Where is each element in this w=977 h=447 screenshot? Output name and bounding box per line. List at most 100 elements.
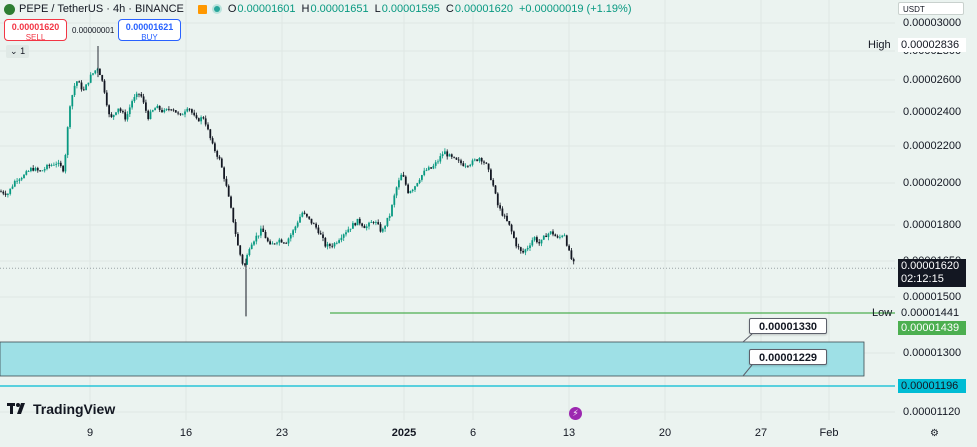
candle-body (163, 109, 166, 113)
candle-body (122, 111, 124, 113)
candle-body (345, 232, 347, 235)
tradingview-logo[interactable]: TradingView (7, 401, 115, 417)
candle-body (82, 89, 85, 91)
candle-body (361, 223, 363, 226)
candle-body (273, 243, 276, 245)
candle-body (193, 112, 196, 116)
candle-body (317, 227, 320, 234)
candle-body (101, 75, 104, 81)
zone-upper-callout[interactable]: 0.00001330 (749, 318, 827, 334)
candle-body (225, 178, 228, 186)
candle-body (50, 164, 53, 166)
candle-body (322, 234, 324, 238)
spread-value: 0.00000001 (72, 26, 115, 35)
candle-body (379, 224, 382, 232)
candle-body (280, 239, 283, 243)
candle-body (214, 143, 216, 151)
candle-body (506, 215, 508, 222)
candle-body (536, 237, 538, 243)
candle-body (503, 215, 506, 217)
zone-lower-callout[interactable]: 0.00001229 (749, 349, 827, 365)
candle-body (276, 242, 278, 244)
candle-body (9, 188, 12, 194)
candle-body (186, 108, 189, 112)
candle-body (154, 108, 156, 111)
time-axis-label: 6 (469, 427, 477, 439)
candle-body (421, 175, 423, 180)
candle-body (439, 156, 442, 162)
candle-body (552, 231, 554, 235)
buy-label: BUY (141, 33, 158, 42)
buy-button[interactable]: 0.00001621 BUY (118, 19, 181, 42)
candle-body (395, 187, 398, 196)
price-axis-label: 0.00002600 (903, 74, 962, 86)
candle-body (264, 231, 267, 239)
candle-body (94, 70, 97, 74)
candle-body (243, 263, 246, 265)
candle-body (71, 95, 74, 107)
candle-body (427, 167, 430, 170)
candle-body (287, 238, 290, 244)
candle-body (430, 167, 432, 169)
bar-countdown: 02:12:15 (901, 273, 944, 285)
currency-select[interactable]: USDT (898, 2, 964, 15)
symbol-legend[interactable]: PEPE / TetherUS · 4h · BINANCE O 0.000016… (4, 2, 638, 16)
candle-body (188, 108, 191, 110)
candle-body (119, 108, 122, 112)
candle-body (41, 170, 44, 172)
candle-body (549, 231, 552, 234)
candle-body (161, 109, 163, 113)
candle-body (191, 109, 193, 113)
candle-body (347, 229, 350, 233)
candle-body (250, 244, 253, 250)
candle-body (356, 218, 359, 226)
candle-body (179, 113, 182, 115)
ohlc-close-key: C (445, 3, 454, 15)
candle-body (209, 129, 212, 139)
price-axis-label: 0.00002000 (903, 177, 962, 189)
candle-body (432, 165, 435, 169)
support-zone (0, 312, 895, 387)
lightning-icon[interactable]: ⚡ (569, 407, 582, 420)
ohlc-high-value: 0.00001651 (310, 3, 369, 15)
symbol-title[interactable]: PEPE / TetherUS · 4h · BINANCE (19, 3, 184, 15)
sell-button[interactable]: 0.00001620 SELL (4, 19, 67, 42)
candle-body (416, 183, 419, 187)
candle-body (319, 233, 322, 235)
flag-icon[interactable] (197, 4, 207, 14)
candle-body (260, 228, 262, 236)
candle-body (20, 178, 23, 180)
candle-body (197, 118, 200, 122)
candle-body (398, 180, 400, 188)
candle-body (112, 114, 115, 118)
candle-body (335, 242, 338, 244)
low-line-tag: 0.00001439 (898, 321, 966, 335)
sell-label: SELL (25, 33, 46, 42)
candle-body (329, 244, 331, 246)
candle-body (64, 155, 67, 172)
gear-icon[interactable]: ⚙ (930, 428, 939, 439)
candle-body (494, 185, 497, 194)
candle-body (46, 164, 48, 170)
time-axis-label: 2025 (391, 427, 417, 439)
candle-body (315, 223, 317, 228)
candle-body (36, 168, 39, 171)
candle-body (499, 205, 501, 209)
candle-body (99, 68, 101, 76)
candle-body (561, 235, 564, 237)
time-axis-label: 20 (658, 427, 672, 439)
candle-body (172, 109, 175, 111)
candle-body (453, 156, 455, 158)
candle-body (168, 108, 170, 110)
candle-body (25, 171, 28, 175)
candle-body (414, 186, 416, 190)
candle-body (308, 216, 311, 219)
candle-body (80, 82, 83, 90)
candle-body (253, 241, 255, 245)
candle-body (117, 108, 120, 113)
candle-body (202, 117, 205, 119)
indicators-toggle[interactable]: ⌄ 1 (6, 45, 30, 58)
candle-body (352, 223, 354, 229)
candle-body (526, 247, 529, 250)
